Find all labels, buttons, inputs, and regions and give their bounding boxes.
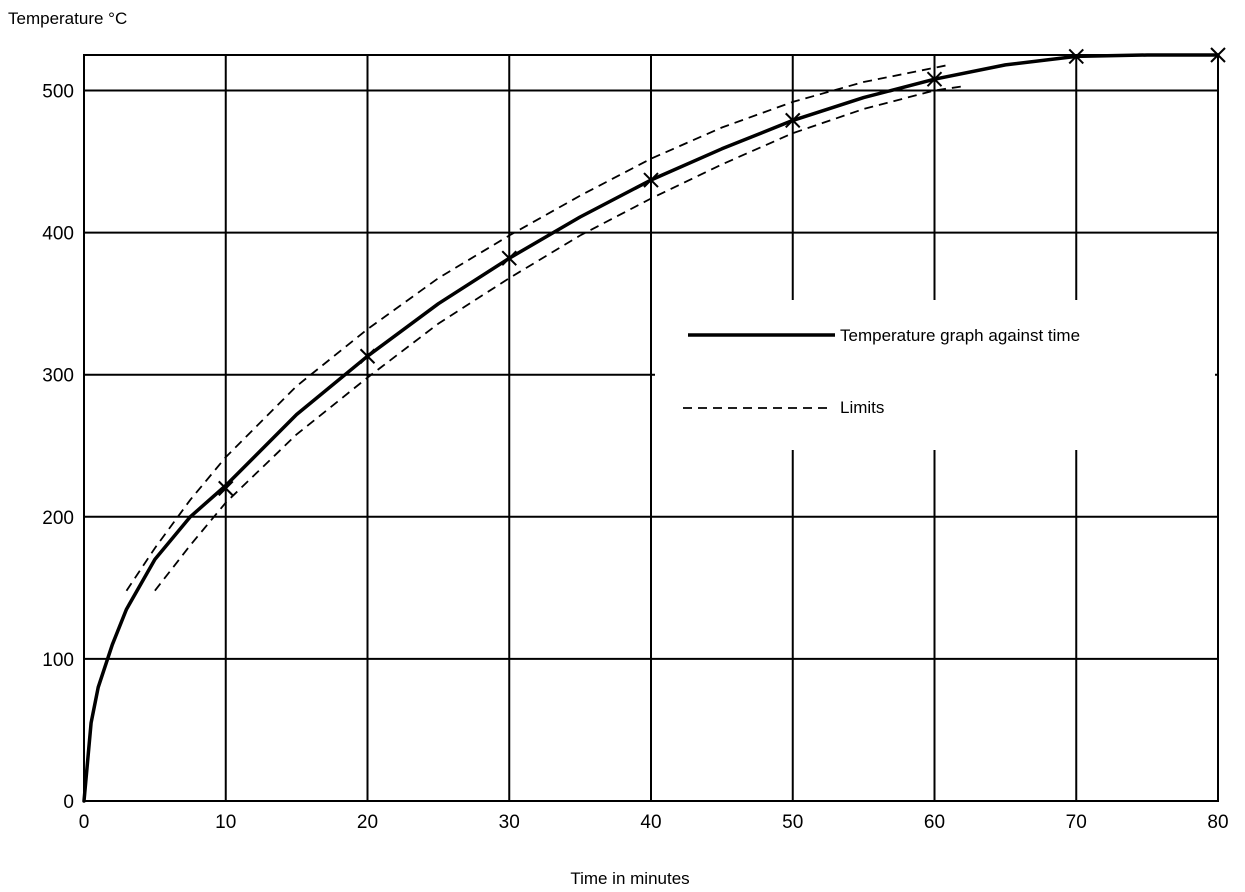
x-tick-label: 10 [215,812,236,833]
limit-line [125,64,949,592]
legend-background [655,300,1215,450]
x-tick-label: 50 [782,812,803,833]
data-point-marker [501,250,517,266]
y-tick-label: 100 [42,650,74,671]
data-point-marker [926,71,943,87]
y-tick-label: 0 [63,792,74,813]
legend-label-temperature: Temperature graph against time [840,326,1080,345]
y-axis-title: Temperature °C [8,9,127,28]
y-tick-label: 300 [42,366,74,387]
data-point-marker [643,172,659,188]
y-tick-label: 200 [42,508,74,529]
data-markers [218,47,1226,497]
x-tick-label: 40 [640,812,661,833]
plot-frame [83,54,1219,802]
data-point-marker [218,480,234,497]
y-tick-labels: 0 100 200 300 400 500 [42,82,74,813]
x-tick-labels: 0 10 20 30 40 50 60 70 80 [79,812,1229,833]
limit-lines [125,64,964,592]
data-point-marker [1068,48,1084,65]
x-tick-label: 20 [357,812,378,833]
x-tick-label: 60 [924,812,945,833]
x-tick-label: 30 [499,812,520,833]
data-point-marker [785,112,801,129]
temperature-line [82,53,1220,803]
legend-label-limits: Limits [840,398,884,417]
x-tick-label: 80 [1207,812,1228,833]
limit-line [154,85,964,592]
x-tick-label: 70 [1066,812,1087,833]
data-point-marker [1210,47,1226,63]
y-tick-label: 400 [42,224,74,245]
data-point-marker [359,348,376,364]
x-tick-label: 0 [79,812,90,833]
temperature-line-group [82,53,1220,803]
x-axis-title: Time in minutes [570,869,689,888]
y-tick-label: 500 [42,82,74,103]
